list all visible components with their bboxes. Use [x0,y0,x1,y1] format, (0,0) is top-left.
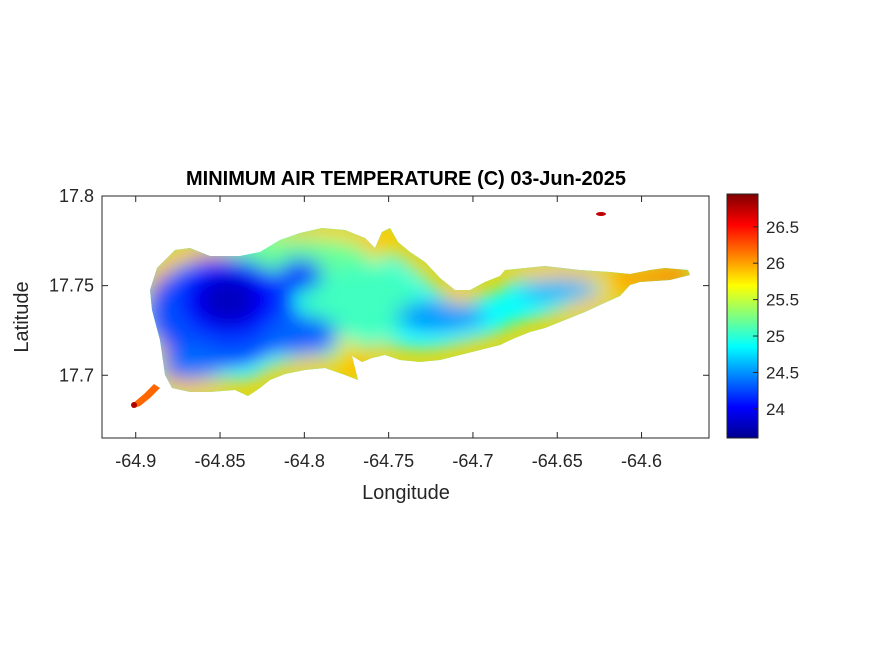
southwest-hot-spot [131,402,137,408]
x-axis-title: Longitude [362,482,450,504]
southwest-spit [132,384,160,408]
colorbar [726,193,759,439]
colorbar-tick-label: 24.5 [766,363,799,382]
x-tick-label: -64.65 [532,451,583,471]
colorbar-tick-label: 24 [766,400,785,419]
x-tick-label: -64.7 [452,451,493,471]
x-axis: -64.9 -64.85 -64.8 -64.75 -64.7 -64.65 -64.6 [115,196,662,471]
y-tick-label: 17.75 [49,276,94,296]
colorbar-tick-label: 26 [766,254,785,273]
x-tick-label: -64.8 [284,451,325,471]
colorbar-ticks: 24 24.5 25 25.5 26 26.5 [753,218,799,419]
colorbar-tick-label: 25 [766,327,785,346]
x-tick-label: -64.85 [195,451,246,471]
y-tick-label: 17.8 [59,186,94,206]
x-tick-label: -64.6 [621,451,662,471]
y-tick-label: 17.7 [59,365,94,385]
x-tick-label: -64.75 [363,451,414,471]
y-axis-title: Latitude [11,281,33,352]
northern-islet [596,212,606,216]
plot-title: MINIMUM AIR TEMPERATURE (C) 03-Jun-2025 [186,168,626,190]
colorbar-tick-label: 26.5 [766,218,799,237]
colorbar-tick-label: 25.5 [766,291,799,310]
y-axis: 17.7 17.75 17.8 [49,186,709,385]
x-tick-label: -64.9 [115,451,156,471]
